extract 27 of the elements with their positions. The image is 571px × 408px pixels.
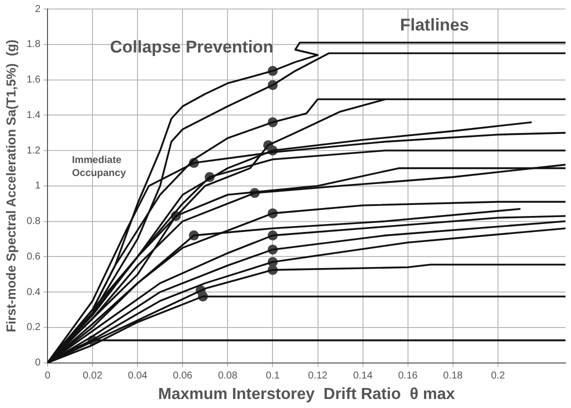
x-tick-label: 0.02 [82,370,103,382]
y-tick-label: 1.8 [26,39,41,50]
y-tick-label: 0.4 [26,286,41,298]
x-tick-label: 0.2 [490,370,506,382]
x-tick-label: 0.1 [266,370,280,382]
y-tick-label: 0.8 [26,216,41,228]
y-tick-label: 1 [34,180,41,192]
x-tick-label: 0.14 [353,370,373,382]
y-tick-label: 1.6 [26,74,41,86]
y-tick-label: 2 [34,4,41,15]
annotation: Immediate Occupancy [72,154,126,179]
y-tick-label: 1.2 [26,145,41,156]
x-axis-title: Maxmum Interstorey Drift Ratio θ max [158,386,455,403]
y-tick-label: 0.6 [26,251,41,262]
y-tick-label: 0.2 [26,322,41,334]
x-tick-label: 0.18 [443,370,464,382]
x-tick-label: 0.08 [218,370,238,382]
x-tick-label: 0.04 [128,370,148,382]
y-axis-title: First-mode Spectral Acceleration Sa(T1,5%) (g) [3,39,18,332]
x-tick-label: 0 [44,370,51,382]
x-tick-label: 0.16 [398,370,418,382]
annotation: Collapse Prevention [110,38,274,57]
annotation: Flatlines [400,16,469,35]
x-tick-label: 0.06 [172,370,193,382]
x-tick-label: 0.12 [308,370,328,382]
y-tick-label: 0 [34,358,41,369]
y-tick-label: 1.4 [26,110,41,121]
